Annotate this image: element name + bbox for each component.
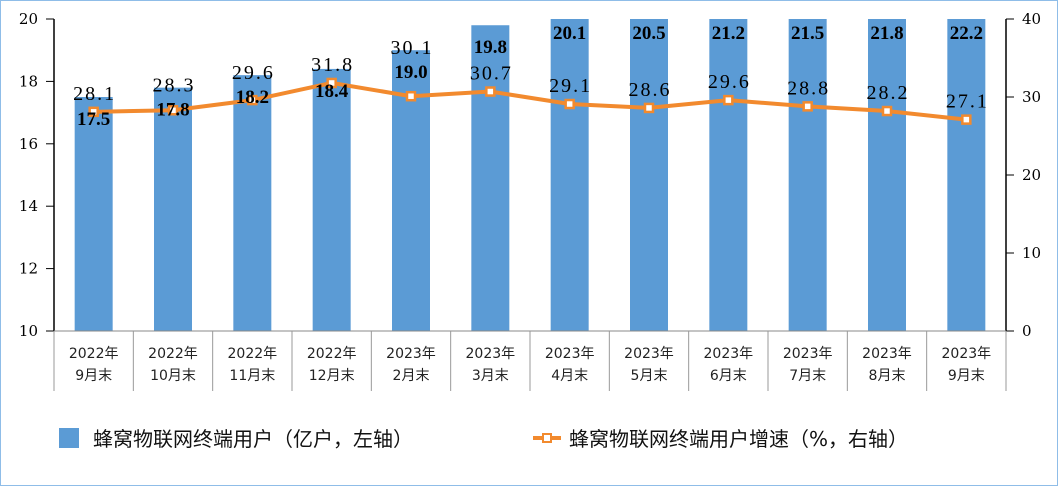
category-label-line1: 2023年 bbox=[704, 346, 754, 362]
growth-point bbox=[881, 105, 893, 117]
legend-line-marker-icon bbox=[533, 428, 561, 448]
category-label-line2: 5月末 bbox=[631, 368, 668, 384]
right-tick-label: 20 bbox=[1022, 166, 1041, 184]
bar bbox=[709, 19, 748, 331]
bar-value-label: 21.5 bbox=[791, 23, 824, 44]
left-tick-label: 10 bbox=[19, 322, 38, 340]
legend-item-bar: 蜂窝物联网终端用户（亿户，左轴） bbox=[59, 423, 413, 452]
bar-value-label: 17.5 bbox=[77, 109, 110, 130]
bar-value-label: 20.5 bbox=[632, 23, 665, 44]
legend-bar-label: 蜂窝物联网终端用户（亿户，左轴） bbox=[93, 427, 413, 451]
growth-value-label: 28.6 bbox=[629, 79, 672, 101]
bar bbox=[550, 19, 589, 331]
bar bbox=[312, 68, 351, 332]
growth-value-label: 31.8 bbox=[311, 54, 354, 76]
bar bbox=[154, 87, 192, 331]
growth-point bbox=[326, 77, 337, 89]
category-label-line2: 8月末 bbox=[869, 368, 906, 384]
growth-point bbox=[485, 86, 496, 97]
bar bbox=[788, 19, 827, 331]
category-label-line2: 7月末 bbox=[789, 368, 826, 384]
bar-value-label: 19.8 bbox=[474, 37, 507, 58]
growth-value-label: 28.8 bbox=[787, 77, 830, 99]
chart: 10 12 14 16 18 20 0 10 20 30 40 2022年 9月末 2022年 10月末 20… bbox=[19, 10, 1041, 391]
left-tick-label: 20 bbox=[19, 10, 38, 28]
right-tick-label: 10 bbox=[1022, 244, 1041, 262]
growth-line bbox=[93, 80, 967, 122]
bar-value-label: 20.1 bbox=[553, 23, 586, 44]
growth-point bbox=[405, 90, 417, 102]
growth-point bbox=[723, 94, 734, 106]
bar bbox=[74, 97, 113, 331]
growth-point bbox=[564, 98, 575, 110]
category-label-line1: 2023年 bbox=[466, 346, 516, 362]
growth-value-label: 30.7 bbox=[470, 63, 513, 85]
bar bbox=[233, 75, 272, 331]
growth-value-label: 28.2 bbox=[867, 82, 910, 104]
bar bbox=[630, 19, 668, 331]
growth-value-label: 28.3 bbox=[153, 75, 196, 97]
category-label-line1: 2023年 bbox=[942, 346, 992, 362]
category-label-line1: 2022年 bbox=[69, 346, 119, 362]
legend-item-line: 蜂窝物联网终端用户增速（%，右轴） bbox=[533, 423, 908, 452]
growth-value-label: 29.1 bbox=[549, 75, 592, 97]
left-tick-label: 14 bbox=[19, 197, 38, 215]
bar-value-label: 21.8 bbox=[870, 23, 903, 44]
category-label-line2: 6月末 bbox=[710, 368, 747, 384]
growth-point bbox=[88, 106, 99, 118]
bar-value-label: 17.8 bbox=[156, 100, 189, 121]
category-label-line1: 2023年 bbox=[545, 346, 595, 362]
bar bbox=[471, 25, 510, 332]
legend-bar-swatch-icon bbox=[59, 427, 79, 448]
category-label-line1: 2023年 bbox=[862, 346, 912, 362]
bar-value-label: 21.2 bbox=[712, 23, 745, 44]
category-label-line2: 2月末 bbox=[393, 368, 430, 384]
category-label-line1: 2022年 bbox=[307, 346, 357, 362]
bar bbox=[868, 19, 906, 331]
category-label-line1: 2023年 bbox=[624, 346, 674, 362]
bar-value-label: 22.2 bbox=[950, 23, 983, 44]
category-label-line1: 2023年 bbox=[386, 346, 436, 362]
category-label-line2: 10月末 bbox=[150, 368, 196, 384]
growth-value-label: 30.1 bbox=[391, 37, 434, 59]
category-label-line2: 9月末 bbox=[948, 368, 985, 384]
category-label-line1: 2023年 bbox=[783, 346, 833, 362]
growth-value-label: 28.1 bbox=[73, 83, 116, 105]
bar-value-label: 18.4 bbox=[315, 81, 349, 102]
left-tick-label: 12 bbox=[19, 260, 38, 278]
bar-value-label: 18.2 bbox=[236, 87, 269, 108]
growth-point bbox=[961, 114, 972, 125]
right-tick-label: 40 bbox=[1022, 10, 1041, 28]
right-tick-label: 0 bbox=[1022, 322, 1032, 340]
growth-value-label: 27.1 bbox=[946, 91, 989, 113]
category-label-line2: 11月末 bbox=[229, 368, 275, 384]
growth-point bbox=[643, 102, 655, 114]
growth-point bbox=[802, 101, 813, 112]
category-label-line2: 3月末 bbox=[472, 368, 509, 384]
bar-value-label: 19.0 bbox=[394, 62, 427, 83]
category-label-line2: 12月末 bbox=[309, 368, 355, 384]
growth-point bbox=[167, 105, 179, 116]
category-label-line2: 4月末 bbox=[551, 368, 588, 384]
left-tick-label: 16 bbox=[19, 135, 38, 153]
category-label-line2: 9月末 bbox=[75, 368, 112, 384]
right-tick-label: 30 bbox=[1022, 88, 1041, 106]
growth-value-label: 29.6 bbox=[708, 71, 751, 93]
legend-line-label: 蜂窝物联网终端用户增速（%，右轴） bbox=[569, 427, 909, 451]
growth-point bbox=[247, 94, 258, 106]
category-label-line1: 2022年 bbox=[228, 346, 278, 362]
growth-value-label: 29.6 bbox=[232, 62, 275, 84]
left-tick-label: 18 bbox=[19, 72, 38, 90]
bar bbox=[947, 19, 986, 331]
category-label-line1: 2022年 bbox=[148, 346, 198, 362]
